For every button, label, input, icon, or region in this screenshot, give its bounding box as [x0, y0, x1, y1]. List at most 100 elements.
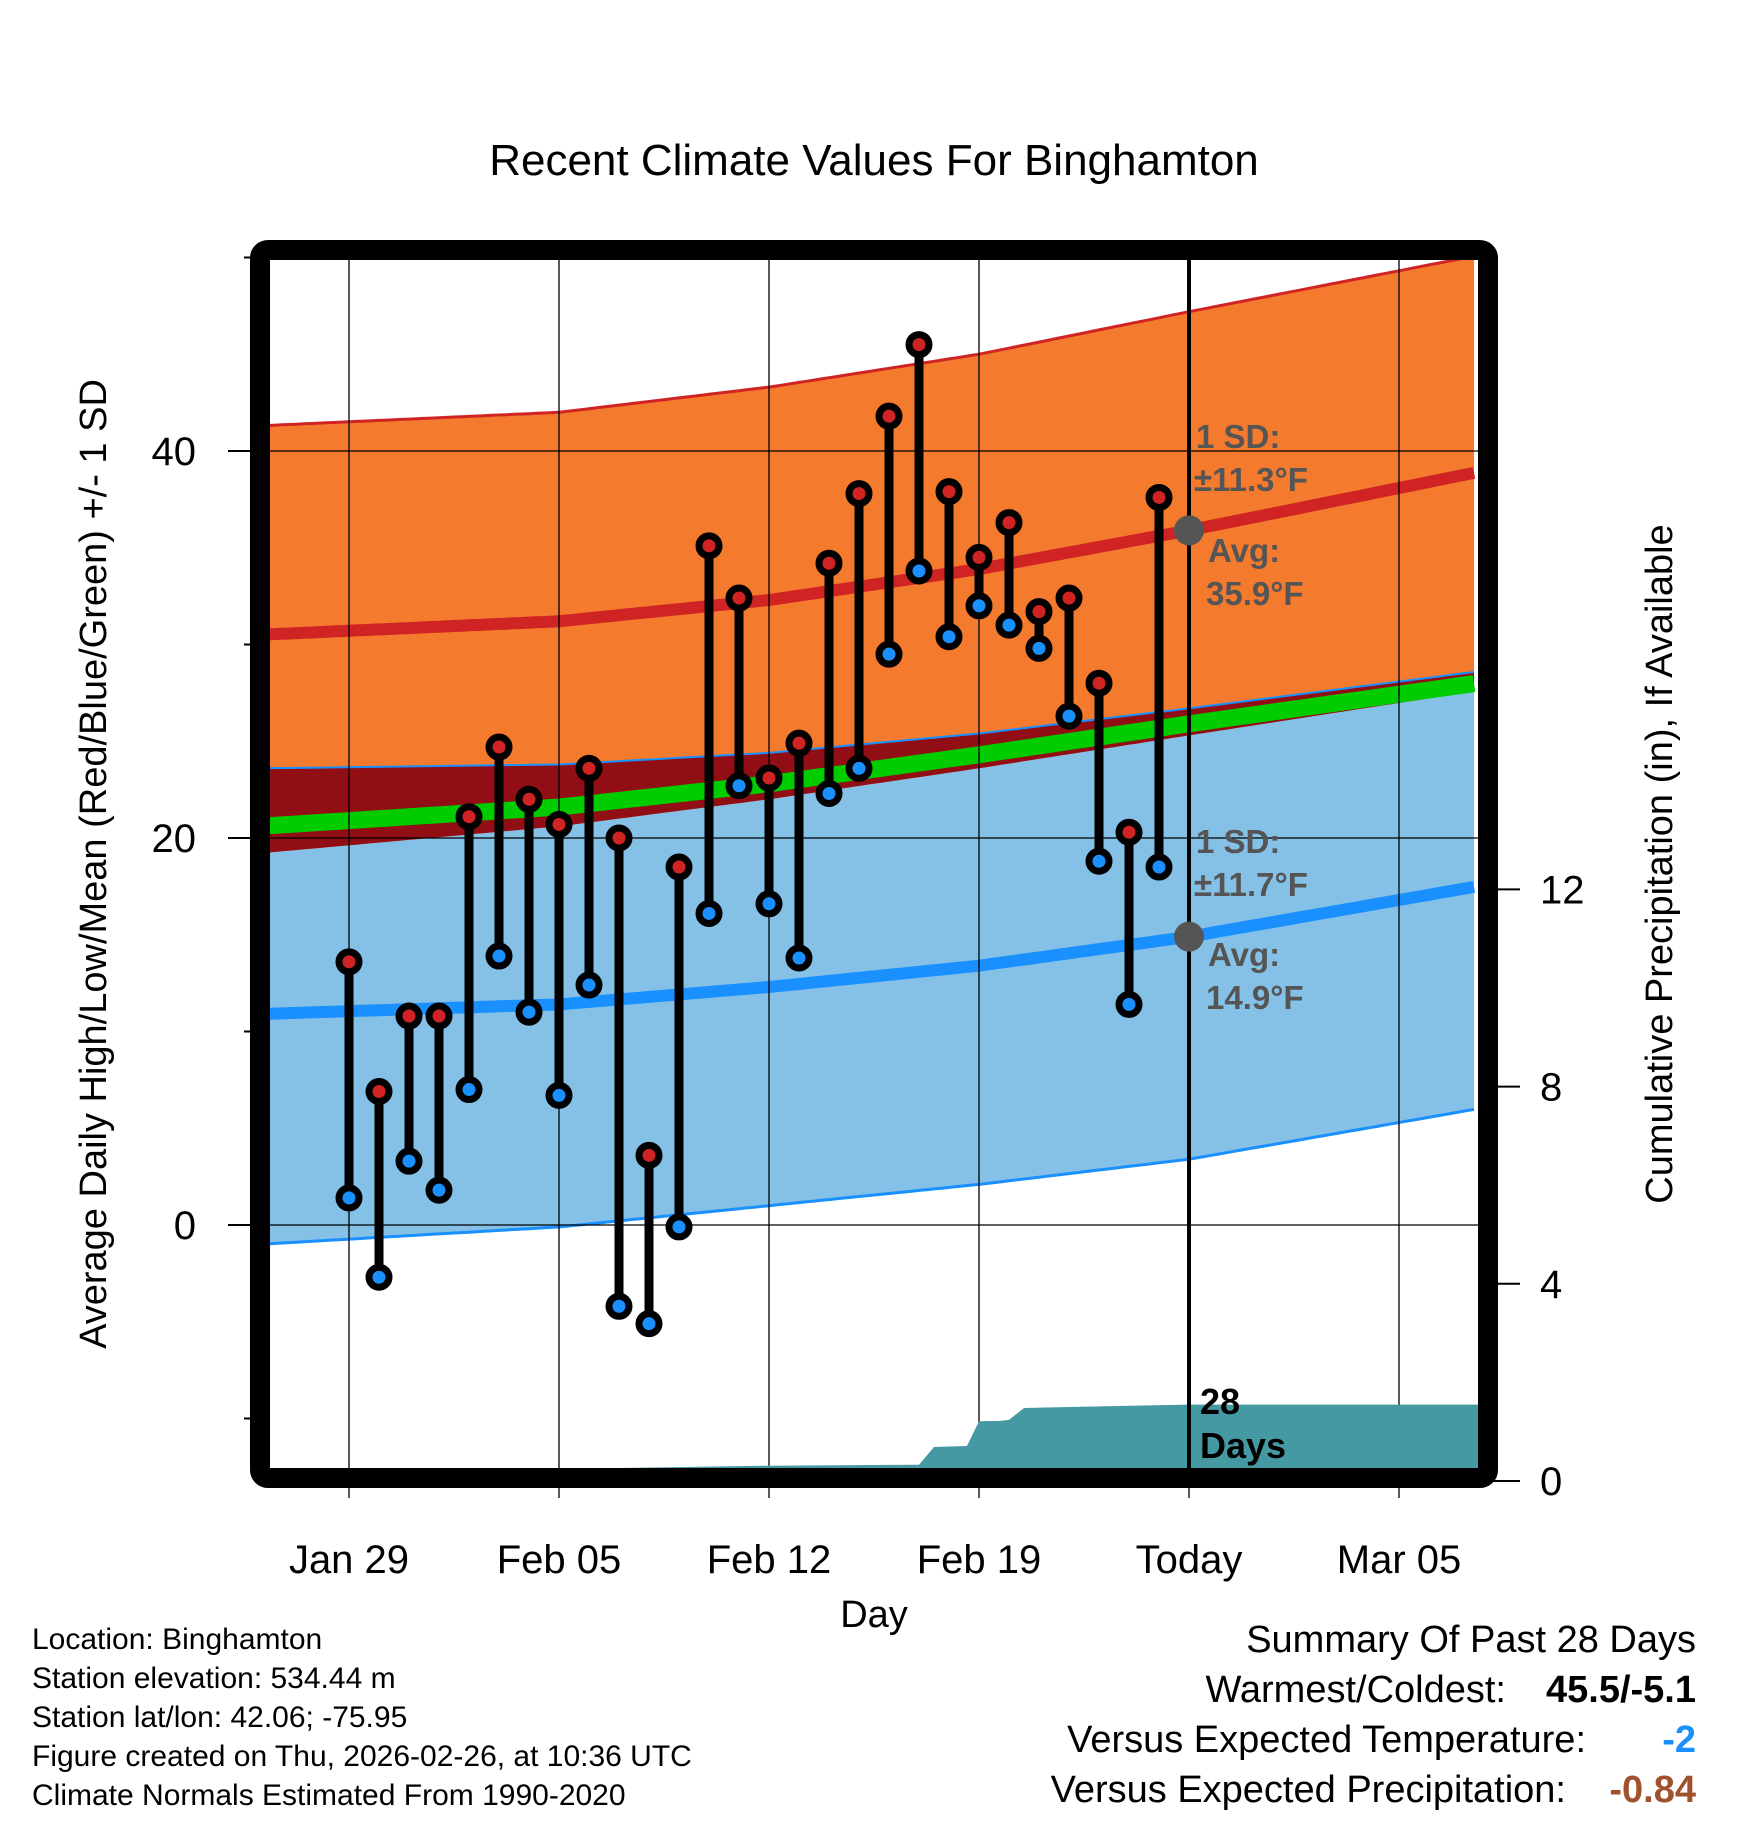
high-marker — [1145, 483, 1173, 511]
summary-panel: Summary Of Past 28 Days Warmest/Coldest:… — [1051, 1615, 1696, 1815]
low-marker — [1085, 847, 1113, 875]
high-marker — [365, 1077, 393, 1105]
low-mean-line — [270, 880, 1476, 1020]
high-marker — [575, 754, 603, 782]
high-avg-dot — [1174, 515, 1204, 546]
low-sd-value: ±11.7°F — [1194, 866, 1308, 903]
high-marker — [875, 402, 903, 430]
low-marker — [665, 1213, 693, 1241]
low-marker — [1055, 702, 1083, 730]
extremes-label: Warmest/Coldest: — [1205, 1669, 1506, 1711]
precip-area-group — [529, 1404, 1478, 1468]
low-avg-value: 14.9°F — [1206, 979, 1304, 1016]
low-marker — [365, 1263, 393, 1291]
y-tick-label: 0 — [174, 1204, 196, 1248]
high-marker — [725, 584, 753, 612]
y-right-tick-label: 12 — [1540, 868, 1585, 912]
high-marker — [995, 509, 1023, 537]
low-marker — [785, 944, 813, 972]
low-marker — [635, 1310, 663, 1338]
x-tick-label: Feb 05 — [497, 1538, 622, 1582]
plot-frame — [250, 240, 1498, 1488]
y-tick-label: 40 — [152, 430, 197, 474]
high-marker — [965, 543, 993, 571]
low-marker — [995, 611, 1023, 639]
precip-area — [529, 1404, 1478, 1468]
summary-precip-row: Versus Expected Precipitation: -0.84 — [1051, 1765, 1696, 1815]
high-marker — [605, 824, 633, 852]
high-marker — [545, 810, 573, 838]
low-marker — [725, 772, 753, 800]
low-marker — [575, 971, 603, 999]
low-marker — [875, 640, 903, 668]
low-marker — [455, 1076, 483, 1104]
high-mean-line — [270, 467, 1476, 641]
high-sd-value: ±11.3°F — [1194, 461, 1308, 498]
summary-title: Summary Of Past 28 Days — [1246, 1619, 1696, 1661]
location-text: Location: Binghamton — [32, 1623, 323, 1656]
high-marker — [425, 1002, 453, 1030]
high-sd-band — [270, 260, 1474, 769]
high-marker — [815, 549, 843, 577]
right-axis-ticks: 0 4 8 12 — [1488, 868, 1585, 1504]
summary-temp-row: Versus Expected Temperature: -2 — [1051, 1715, 1696, 1765]
high-marker — [1055, 584, 1083, 612]
chart-title: Recent Climate Values For Binghamton — [489, 136, 1259, 185]
low-marker — [755, 890, 783, 918]
y-right-tick-label: 8 — [1540, 1066, 1562, 1110]
low-marker — [695, 899, 723, 927]
x-tick-label: Today — [1136, 1538, 1243, 1582]
x-tick-label: Jan 29 — [289, 1538, 409, 1582]
high-avg-label: Avg: — [1208, 532, 1280, 569]
low-avg-label: Avg: — [1208, 936, 1280, 973]
low-minus-sd-line — [270, 1107, 1475, 1246]
temp-anomaly-value: -2 — [1662, 1719, 1696, 1761]
high-marker — [515, 785, 543, 813]
high-marker — [635, 1141, 663, 1169]
low-sd-label: 1 SD: — [1196, 823, 1280, 860]
low-marker — [815, 779, 843, 807]
summary-extremes-row: Warmest/Coldest: 45.5/-5.1 — [1051, 1665, 1696, 1715]
low-marker — [1025, 634, 1053, 662]
high-marker — [845, 480, 873, 508]
high-sd-label: 1 SD: — [1196, 418, 1280, 455]
x-axis-ticks: Jan 29 Feb 05 Feb 12 Feb 19 Today Mar 05 — [289, 1538, 1461, 1582]
low-marker — [1145, 853, 1173, 881]
low-marker — [905, 557, 933, 585]
high-marker — [1115, 818, 1143, 846]
high-marker — [905, 331, 933, 359]
precip-anomaly-value: -0.84 — [1609, 1769, 1696, 1811]
daily-range-bars — [335, 331, 1173, 1338]
low-marker — [605, 1292, 633, 1320]
low-marker — [845, 754, 873, 782]
x-tick-label: Feb 19 — [917, 1538, 1042, 1582]
extremes-value: 45.5/-5.1 — [1546, 1669, 1696, 1711]
station-info: Location: Binghamton Station elevation: … — [32, 1620, 692, 1815]
temp-anomaly-label: Versus Expected Temperature: — [1067, 1719, 1586, 1761]
x-axis-title: Day — [840, 1594, 908, 1636]
high-marker — [755, 764, 783, 792]
latlon-text: Station lat/lon: 42.06; -75.95 — [32, 1701, 408, 1734]
high-marker — [665, 853, 693, 881]
low-marker — [335, 1184, 363, 1212]
precip-anomaly-label: Versus Expected Precipitation: — [1050, 1769, 1566, 1811]
y-right-axis-title: Cumulative Precipitation (in), If Availa… — [1639, 524, 1681, 1203]
y-tick-label: 20 — [152, 817, 197, 861]
low-marker — [1115, 990, 1143, 1018]
high-plus-sd-line — [270, 260, 1463, 427]
high-marker — [1025, 598, 1053, 626]
created-text: Figure created on Thu, 2026-02-26, at 10… — [32, 1740, 692, 1773]
x-tick-label: Mar 05 — [1337, 1538, 1462, 1582]
annotations: 1 SD: ±11.3°F Avg: 35.9°F 1 SD: ±11.7°F … — [1174, 418, 1308, 1466]
low-marker — [425, 1176, 453, 1204]
y-right-tick-label: 0 — [1540, 1460, 1562, 1504]
high-marker — [485, 733, 513, 761]
low-avg-dot — [1174, 921, 1204, 952]
y-right-tick-label: 4 — [1540, 1263, 1562, 1307]
high-marker — [335, 948, 363, 976]
days-word-label: Days — [1200, 1425, 1286, 1466]
low-marker — [935, 623, 963, 651]
high-marker — [935, 478, 963, 506]
high-avg-value: 35.9°F — [1206, 575, 1304, 612]
